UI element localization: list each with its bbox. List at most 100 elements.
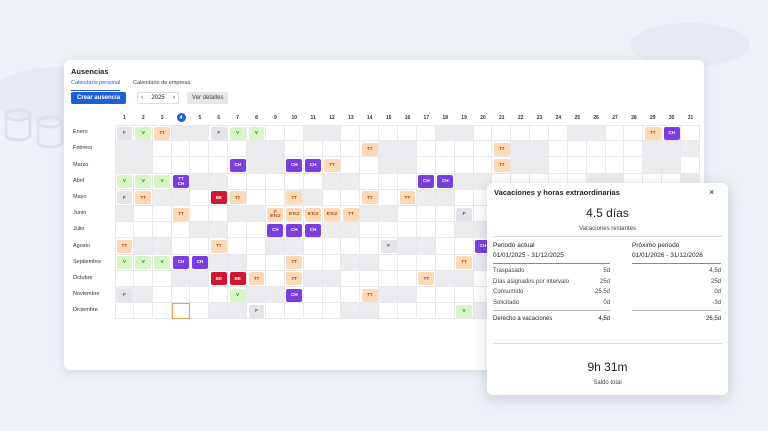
- day-cell: [190, 206, 210, 223]
- absence-chip[interactable]: CH: [418, 175, 435, 189]
- absence-chip[interactable]: TT: [286, 256, 303, 270]
- absence-chip[interactable]: CH: [191, 256, 208, 270]
- absence-chip[interactable]: F: [116, 191, 133, 205]
- absence-chip[interactable]: F ETc2: [267, 207, 284, 221]
- absence-chip[interactable]: CH: [663, 126, 680, 140]
- absence-chip[interactable]: BE: [210, 272, 227, 286]
- day-cell: [265, 141, 285, 158]
- absence-label: ETc2: [307, 210, 319, 216]
- absence-chip[interactable]: F: [380, 239, 397, 254]
- absence-chip[interactable]: V: [248, 126, 265, 140]
- absence-chip[interactable]: TT: [210, 239, 227, 254]
- day-label: 22: [517, 114, 524, 121]
- absence-chip[interactable]: TT: [173, 207, 189, 221]
- absence-chip[interactable]: CH: [173, 256, 189, 270]
- day-cell: [190, 173, 210, 190]
- divider: [493, 236, 722, 237]
- month-label: Junio: [73, 210, 87, 217]
- absence-chip[interactable]: CH: [437, 175, 454, 189]
- absence-chip[interactable]: CH: [286, 288, 303, 302]
- row-value: 25d: [710, 278, 721, 285]
- absence-chip[interactable]: TT: [361, 142, 378, 156]
- day-cell: [624, 125, 644, 142]
- absence-label: V: [160, 259, 164, 265]
- absence-chip[interactable]: TT: [493, 142, 510, 156]
- day-cell: [322, 287, 342, 304]
- absence-chip[interactable]: V: [456, 304, 473, 318]
- day-cell: [228, 303, 248, 320]
- absence-chip[interactable]: V: [135, 256, 152, 270]
- absence-chip[interactable]: TT: [324, 158, 340, 173]
- absence-chip[interactable]: TT: [154, 126, 171, 140]
- tab-active[interactable]: Calendario personal: [71, 80, 121, 91]
- day-cell: [379, 125, 399, 142]
- day-cell: [228, 222, 248, 239]
- absence-chip[interactable]: F: [456, 207, 473, 221]
- absence-chip[interactable]: TT: [456, 256, 473, 270]
- absence-chip[interactable]: V: [229, 288, 246, 302]
- absence-chip[interactable]: TT: [116, 239, 133, 254]
- absence-chip[interactable]: V: [116, 256, 133, 270]
- day-label: 17: [423, 114, 430, 121]
- absence-chip[interactable]: TT: [229, 191, 246, 205]
- absence-chip[interactable]: TT: [493, 158, 510, 173]
- absence-label: V: [160, 178, 164, 184]
- absence-label: CH: [234, 162, 241, 168]
- day-cell: [416, 141, 436, 158]
- absence-chip[interactable]: CH: [286, 223, 303, 237]
- absence-chip[interactable]: ETc2: [286, 207, 303, 221]
- absence-chip[interactable]: V: [229, 126, 246, 140]
- day-cell: [247, 189, 266, 206]
- tab[interactable]: Calendario de empresa: [133, 80, 191, 86]
- absence-chip[interactable]: V: [154, 175, 171, 189]
- absence-chip[interactable]: CH: [286, 158, 303, 173]
- absence-label: CH: [309, 226, 317, 232]
- absence-chip[interactable]: TT: [361, 191, 378, 205]
- absence-chip[interactable]: TT: [399, 191, 416, 205]
- absence-chip[interactable]: V: [154, 256, 171, 270]
- absence-chip[interactable]: BE: [229, 272, 246, 286]
- absence-chip[interactable]: TT: [248, 272, 265, 286]
- absence-chip[interactable]: F: [210, 126, 227, 140]
- absence-chip[interactable]: TT: [418, 272, 435, 286]
- absence-chip[interactable]: F: [116, 288, 133, 302]
- absence-chip[interactable]: V: [135, 126, 152, 140]
- row-value: 0d: [603, 299, 610, 306]
- absence-chip[interactable]: V: [116, 175, 133, 189]
- details-button[interactable]: Ver detalles: [187, 92, 229, 104]
- absence-chip[interactable]: TT: [361, 288, 378, 302]
- absence-chip[interactable]: CH: [229, 158, 246, 173]
- close-button[interactable]: ×: [709, 187, 715, 197]
- day-label: 18: [442, 114, 448, 121]
- absence-chip[interactable]: V: [135, 175, 152, 189]
- absence-chip[interactable]: CH: [305, 223, 322, 237]
- month-label: Noviembre: [73, 291, 100, 298]
- absence-chip[interactable]: TT: [342, 207, 359, 221]
- day-cell: [209, 141, 229, 158]
- absence-chip[interactable]: TT: [644, 126, 661, 140]
- absence-chip[interactable]: CH: [475, 239, 491, 254]
- absence-chip[interactable]: TT: [286, 272, 303, 286]
- next-year[interactable]: ›: [172, 95, 175, 101]
- day-cell: [624, 157, 644, 174]
- absence-chip[interactable]: ETc2: [305, 207, 322, 221]
- prev-year[interactable]: ‹: [141, 95, 143, 101]
- absence-chip[interactable]: BE: [210, 191, 227, 205]
- day-cell: [379, 254, 399, 271]
- absence-chip[interactable]: TT: [286, 191, 303, 205]
- create-button[interactable]: Crear ausencia: [71, 92, 127, 104]
- absence-chip[interactable]: F: [116, 126, 133, 140]
- absence-label: V: [254, 129, 259, 135]
- absence-chip[interactable]: F: [248, 304, 265, 318]
- absence-chip[interactable]: TT CH: [173, 175, 189, 189]
- absence-chip[interactable]: CH: [305, 158, 322, 173]
- day-cell: [586, 125, 606, 142]
- absence-chip[interactable]: ETc2: [324, 207, 340, 221]
- absence-chip[interactable]: TT: [135, 191, 152, 205]
- day-cell: [435, 189, 455, 206]
- absence-label: CH: [441, 178, 449, 184]
- day-cell: [303, 141, 323, 158]
- absence-chip[interactable]: CH: [267, 223, 284, 237]
- period-title: Próximo periodo: [632, 242, 680, 249]
- day-cell: [398, 303, 417, 320]
